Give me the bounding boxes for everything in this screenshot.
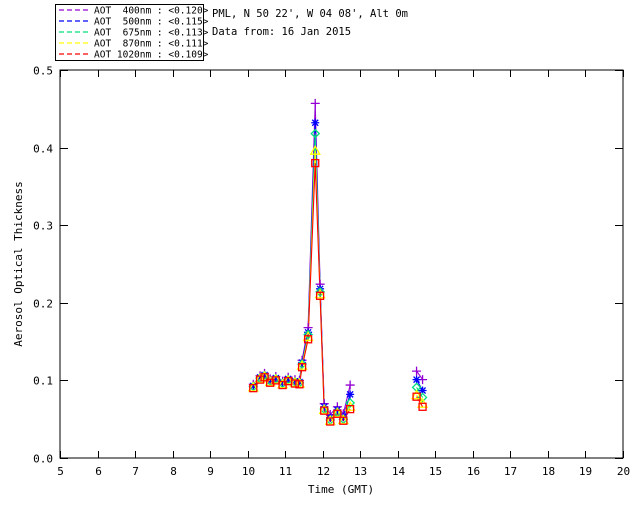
asterisk-marker — [311, 118, 320, 127]
asterisk-marker — [346, 390, 355, 399]
asterisk-marker — [298, 358, 307, 367]
y-axis-label: Aerosol Optical Thickness — [12, 181, 25, 347]
diamond-marker — [315, 287, 326, 297]
header-site: PML, N 50 22', W 04 08', Alt 0m — [212, 8, 408, 20]
x-tick-label: 9 — [207, 465, 214, 478]
x-tick-label: 7 — [132, 465, 139, 478]
square-marker — [303, 335, 313, 344]
square-marker — [326, 417, 335, 426]
triangle-marker — [282, 374, 294, 385]
triangle-marker — [254, 373, 266, 383]
series-line — [416, 387, 424, 398]
square-marker — [339, 416, 348, 425]
legend-label: AOT 500nm : <0.115> — [94, 17, 209, 28]
x-tick-label: 19 — [579, 465, 592, 478]
asterisk-marker — [271, 374, 280, 383]
asterisk-marker — [418, 386, 427, 395]
x-tick-label: 14 — [392, 465, 406, 478]
square-marker — [297, 363, 307, 372]
x-tick-label: 11 — [279, 465, 292, 478]
square-marker — [412, 392, 421, 401]
square-marker — [345, 404, 355, 414]
square-marker — [271, 376, 280, 385]
diamond-marker — [297, 359, 308, 370]
x-tick-label: 16 — [467, 465, 480, 478]
x-axis-label: Time (GMT) — [308, 483, 374, 496]
legend-label: AOT 1020nm : <0.109> — [94, 50, 209, 61]
triangle-marker — [309, 144, 321, 155]
square-marker — [320, 406, 329, 415]
square-marker — [418, 402, 427, 411]
y-tick-label: 0.2 — [33, 298, 53, 311]
square-marker — [255, 375, 265, 384]
triangle-marker — [410, 389, 423, 400]
triangle-marker — [337, 414, 349, 425]
triangle-marker — [318, 404, 330, 415]
diamond-marker — [345, 397, 356, 408]
x-tick-label: 17 — [504, 465, 517, 478]
square-marker — [249, 384, 258, 393]
asterisk-marker — [278, 378, 287, 387]
asterisk-marker — [249, 381, 258, 390]
asterisk-marker — [260, 370, 269, 379]
asterisk-marker — [266, 376, 275, 385]
x-tick-label: 13 — [354, 465, 367, 478]
asterisk-marker — [412, 375, 421, 384]
square-marker — [290, 379, 300, 388]
x-tick-label: 15 — [429, 465, 442, 478]
series-line — [416, 370, 424, 380]
header-date: Data from: 16 Jan 2015 — [212, 26, 351, 38]
triangle-marker — [331, 407, 343, 418]
x-tick-label: 12 — [317, 465, 330, 478]
x-tick-label: 10 — [242, 465, 255, 478]
asterisk-marker — [290, 377, 299, 386]
x-tick-label: 8 — [170, 465, 177, 478]
y-tick-label: 0.3 — [33, 220, 53, 233]
asterisk-marker — [284, 374, 293, 383]
plus-marker — [310, 98, 320, 108]
x-tick-label: 5 — [57, 465, 64, 478]
square-marker — [315, 291, 325, 300]
y-tick-label: 0.1 — [33, 375, 53, 388]
legend-label: AOT 870nm : <0.111> — [94, 39, 209, 50]
legend-label: AOT 675nm : <0.113> — [94, 28, 209, 39]
triangle-marker — [302, 331, 314, 342]
triangle-marker — [314, 288, 326, 299]
legend: AOT 400nm : <0.120>AOT 500nm : <0.115>AO… — [55, 4, 209, 61]
plus-marker — [412, 366, 422, 376]
x-tick-label: 18 — [542, 465, 555, 478]
x-tick-label: 6 — [95, 465, 102, 478]
legend-label: AOT 400nm : <0.120> — [94, 6, 209, 17]
diamond-marker — [310, 128, 321, 139]
triangle-marker — [293, 377, 306, 388]
y-tick-label: 0.0 — [33, 453, 53, 466]
triangle-marker — [324, 414, 336, 425]
triangle-marker — [296, 359, 308, 370]
y-tick-label: 0.4 — [33, 143, 53, 156]
asterisk-marker — [256, 373, 265, 382]
diamond-marker — [303, 329, 314, 340]
square-marker — [311, 158, 320, 168]
triangle-marker — [344, 400, 356, 411]
plot-area: 5 6 7 8 9 10 11 12 13 14 15 16 17 18 19 20 0.0 0.1 0.2 0.3 0… — [33, 65, 630, 479]
y-tick-label: 0.5 — [33, 65, 53, 78]
legend-box — [55, 4, 204, 61]
x-tick-label: 20 — [617, 465, 630, 478]
square-marker — [295, 380, 304, 389]
square-marker — [260, 373, 269, 382]
plus-marker — [345, 380, 355, 390]
square-marker — [266, 378, 275, 387]
square-marker — [333, 409, 342, 418]
plot-frame — [59, 69, 624, 459]
triangle-marker — [247, 381, 259, 392]
